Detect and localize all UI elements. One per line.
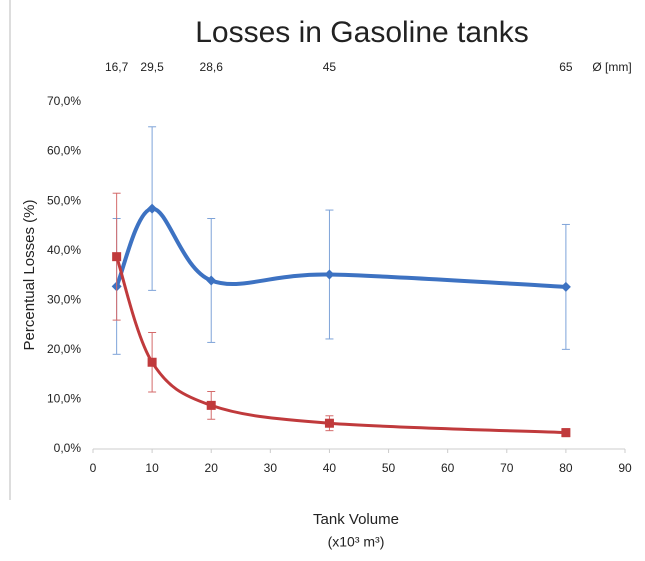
top-tick-label: 16,7 <box>105 60 129 74</box>
marker <box>147 357 157 367</box>
x-tick-label: 10 <box>145 461 159 475</box>
y-tick-label: 50,0% <box>47 193 81 207</box>
marker <box>560 281 571 292</box>
x-tick-label: 70 <box>500 461 514 475</box>
marker <box>206 400 216 410</box>
y-tick-label: 60,0% <box>47 144 81 158</box>
x-tick-label: 20 <box>205 461 219 475</box>
x-tick-label: 60 <box>441 461 455 475</box>
top-tick-label: 45 <box>323 60 337 74</box>
x-tick-label: 80 <box>559 461 573 475</box>
x-tick-label: 90 <box>618 461 632 475</box>
marker <box>561 428 571 438</box>
y-tick-label: 40,0% <box>47 243 81 257</box>
x-tick-label: 50 <box>382 461 396 475</box>
y-tick-label: 70,0% <box>47 94 81 108</box>
top-tick-label: 28,6 <box>200 60 224 74</box>
top-axis-label: Ø [mm] <box>592 60 631 74</box>
x-axis-label: (x10³ m³) <box>328 534 385 550</box>
y-tick-label: 30,0% <box>47 292 81 306</box>
y-tick-label: 0,0% <box>54 441 82 455</box>
x-tick-label: 0 <box>90 461 97 475</box>
y-tick-label: 20,0% <box>47 342 81 356</box>
marker <box>324 418 334 428</box>
marker <box>112 252 122 262</box>
marker <box>147 203 158 214</box>
x-tick-label: 40 <box>323 461 337 475</box>
y-tick-label: 10,0% <box>47 392 81 406</box>
x-axis-label: Tank Volume <box>313 511 399 528</box>
marker <box>206 275 217 286</box>
y-axis-label: Percentual Losses (%) <box>21 200 38 351</box>
marker <box>324 269 335 280</box>
x-tick-label: 30 <box>264 461 278 475</box>
top-tick-label: 65 <box>559 60 573 74</box>
series-line <box>114 206 566 289</box>
series-line <box>115 256 566 435</box>
chart-title: Losses in Gasoline tanks <box>195 16 529 49</box>
top-tick-label: 29,5 <box>140 60 164 74</box>
